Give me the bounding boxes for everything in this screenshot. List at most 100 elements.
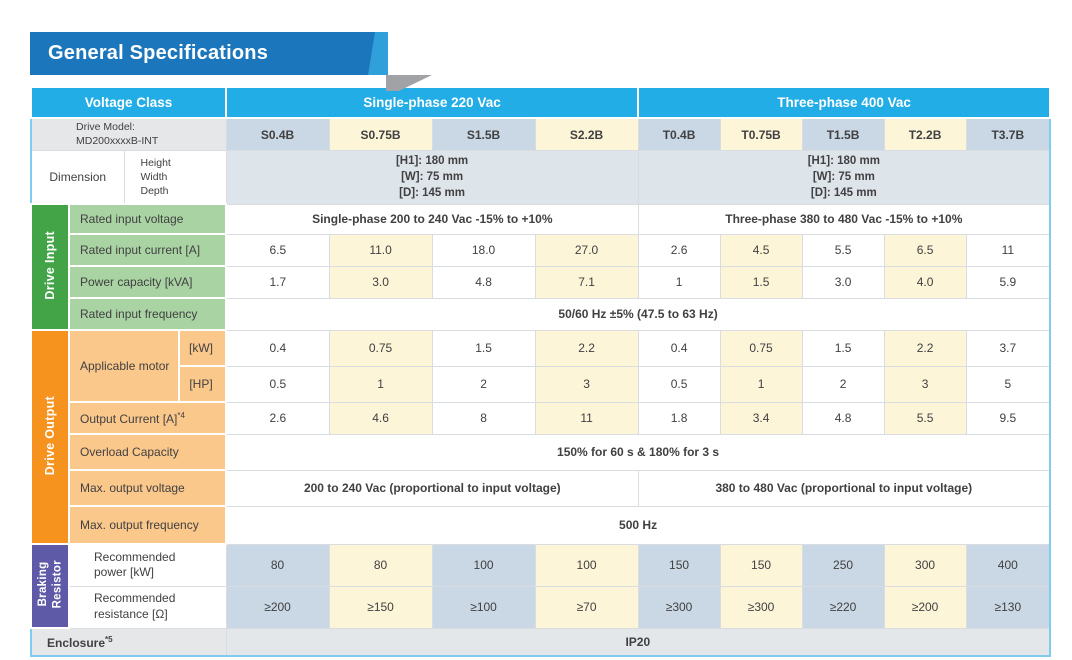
output-current-value: 8 (431, 401, 536, 435)
model-name-cell: T0.4B (637, 117, 721, 152)
enclosure-label: Enclosure*5 (30, 627, 227, 657)
recommended-resistance-value: ≥100 (431, 585, 536, 629)
dimension-d: [D]: 145 mm (399, 187, 465, 200)
power-capacity-value: 4.0 (883, 265, 967, 299)
output-current-value: 2.6 (225, 401, 330, 435)
single-phase-header: Single-phase 220 Vac (225, 86, 640, 119)
rated-input-voltage-single: Single-phase 200 to 240 Vac -15% to +10% (225, 203, 639, 235)
recommended-power-value: 150 (637, 543, 721, 587)
model-name-cell: T0.75B (719, 117, 803, 152)
braking-resistor-section-label: Braking Resistor (36, 560, 65, 608)
hp-unit-label: [HP] (177, 365, 228, 404)
motor-hp-value: 0.5 (637, 365, 721, 403)
overload-capacity-label: Overload Capacity (67, 433, 228, 472)
drive-input-section-label: Drive Input (43, 231, 57, 300)
dimension-w: [W]: 75 mm (812, 171, 875, 184)
output-current-label: Output Current [A]*4 (67, 401, 228, 436)
recommended-resistance-value: ≥200 (225, 585, 330, 629)
voltage-class-header: Voltage Class (29, 86, 228, 119)
three-phase-header: Three-phase 400 Vac (637, 86, 1052, 119)
drive-output-section-band: Drive Output (30, 329, 70, 546)
rated-input-current-value: 11.0 (328, 233, 433, 267)
dimension-w: [W]: 75 mm (401, 171, 464, 184)
model-name-cell: S0.75B (328, 117, 433, 152)
specifications-table: Voltage Class Single-phase 220 Vac Three… (29, 86, 1052, 658)
rated-input-current-value: 18.0 (431, 233, 536, 267)
model-name-cell: S0.4B (225, 117, 330, 152)
recommended-resistance-label: Recommended resistance [Ω] (68, 585, 227, 629)
power-capacity-value: 1 (637, 265, 721, 299)
model-name-cell: S2.2B (534, 117, 639, 152)
motor-hp-value: 0.5 (225, 365, 330, 403)
recommended-power-label-line1: Recommended (94, 549, 176, 564)
recommended-power-value: 80 (225, 543, 330, 587)
recommended-power-label-line2: power [kW] (94, 565, 155, 580)
model-name-cell: S1.5B (431, 117, 536, 152)
power-capacity-value: 3.0 (328, 265, 433, 299)
rated-input-current-value: 5.5 (801, 233, 885, 267)
recommended-resistance-label-line2: resistance [Ω] (94, 607, 168, 622)
rated-input-current-value: 6.5 (225, 233, 330, 267)
rated-input-frequency-value: 50/60 Hz ±5% (47.5 to 63 Hz) (225, 297, 1051, 331)
max-output-voltage-single: 200 to 240 Vac (proportional to input vo… (225, 469, 639, 507)
output-current-label-text: Output Current [A] (80, 411, 178, 426)
rated-input-current-value: 27.0 (534, 233, 639, 267)
output-current-value: 9.5 (965, 401, 1051, 435)
title-banner-bar: General Specifications (30, 32, 388, 75)
dimension-axis-width: Width (140, 171, 168, 184)
recommended-power-value: 400 (965, 543, 1051, 587)
motor-kw-value: 2.2 (534, 329, 639, 367)
kw-unit-label: [kW] (177, 329, 228, 368)
recommended-resistance-value: ≥300 (719, 585, 803, 629)
dimension-axis-height: Height (140, 156, 171, 169)
recommended-power-value: 100 (431, 543, 536, 587)
motor-kw-value: 1.5 (801, 329, 885, 367)
braking-resistor-section-band: Braking Resistor (30, 543, 70, 630)
rated-input-voltage-label: Rated input voltage (67, 203, 228, 236)
motor-hp-value: 2 (431, 365, 536, 403)
output-current-value: 4.6 (328, 401, 433, 435)
power-capacity-value: 4.8 (431, 265, 536, 299)
drive-input-section-band: Drive Input (30, 203, 70, 332)
output-current-footnote: *4 (177, 410, 185, 420)
power-capacity-value: 3.0 (801, 265, 885, 299)
motor-kw-value: 0.4 (225, 329, 330, 367)
dimension-h1: [H1]: 180 mm (807, 155, 880, 168)
enclosure-value: IP20 (225, 627, 1051, 657)
max-output-frequency-label: Max. output frequency (67, 505, 228, 546)
dimension-values-three-phase: [H1]: 180 mm [W]: 75 mm [D]: 145 mm (637, 150, 1051, 205)
output-current-value: 1.8 (637, 401, 721, 435)
motor-kw-value: 0.75 (719, 329, 803, 367)
power-capacity-value: 7.1 (534, 265, 639, 299)
recommended-resistance-value: ≥300 (637, 585, 721, 629)
rated-input-frequency-label: Rated input frequency (67, 297, 228, 332)
model-name-cell: T3.7B (965, 117, 1051, 152)
drive-model-label-text: Drive Model: (76, 121, 135, 133)
enclosure-label-text: Enclosure (47, 635, 106, 650)
dimension-values-single-phase: [H1]: 180 mm [W]: 75 mm [D]: 145 mm (225, 150, 639, 205)
power-capacity-value: 1.5 (719, 265, 803, 299)
recommended-resistance-value: ≥130 (965, 585, 1051, 629)
recommended-resistance-value: ≥70 (534, 585, 639, 629)
dimension-axis-depth: Depth (140, 185, 169, 198)
model-name-cell: T1.5B (801, 117, 885, 152)
rated-input-current-value: 2.6 (637, 233, 721, 267)
max-output-frequency-value: 500 Hz (225, 505, 1051, 545)
motor-hp-value: 1 (719, 365, 803, 403)
output-current-value: 4.8 (801, 401, 885, 435)
drive-model-code: MD200xxxxB-INT (76, 134, 159, 147)
max-output-voltage-three: 380 to 480 Vac (proportional to input vo… (637, 469, 1051, 507)
rated-input-current-value: 11 (965, 233, 1051, 267)
dimension-h1: [H1]: 180 mm (395, 155, 469, 168)
dimension-d: [D]: 145 mm (810, 187, 877, 200)
recommended-resistance-label-line1: Recommended (94, 591, 176, 606)
recommended-power-label: Recommended power [kW] (68, 543, 227, 587)
power-capacity-value: 5.9 (965, 265, 1051, 299)
motor-hp-value: 3 (534, 365, 639, 403)
motor-kw-value: 0.75 (328, 329, 433, 367)
drive-output-section-label: Drive Output (43, 395, 57, 476)
rated-input-voltage-three: Three-phase 380 to 480 Vac -15% to +10% (637, 203, 1051, 235)
rated-input-current-label: Rated input current [A] (67, 233, 228, 268)
output-current-value: 3.4 (719, 401, 803, 435)
output-current-value: 5.5 (883, 401, 967, 435)
